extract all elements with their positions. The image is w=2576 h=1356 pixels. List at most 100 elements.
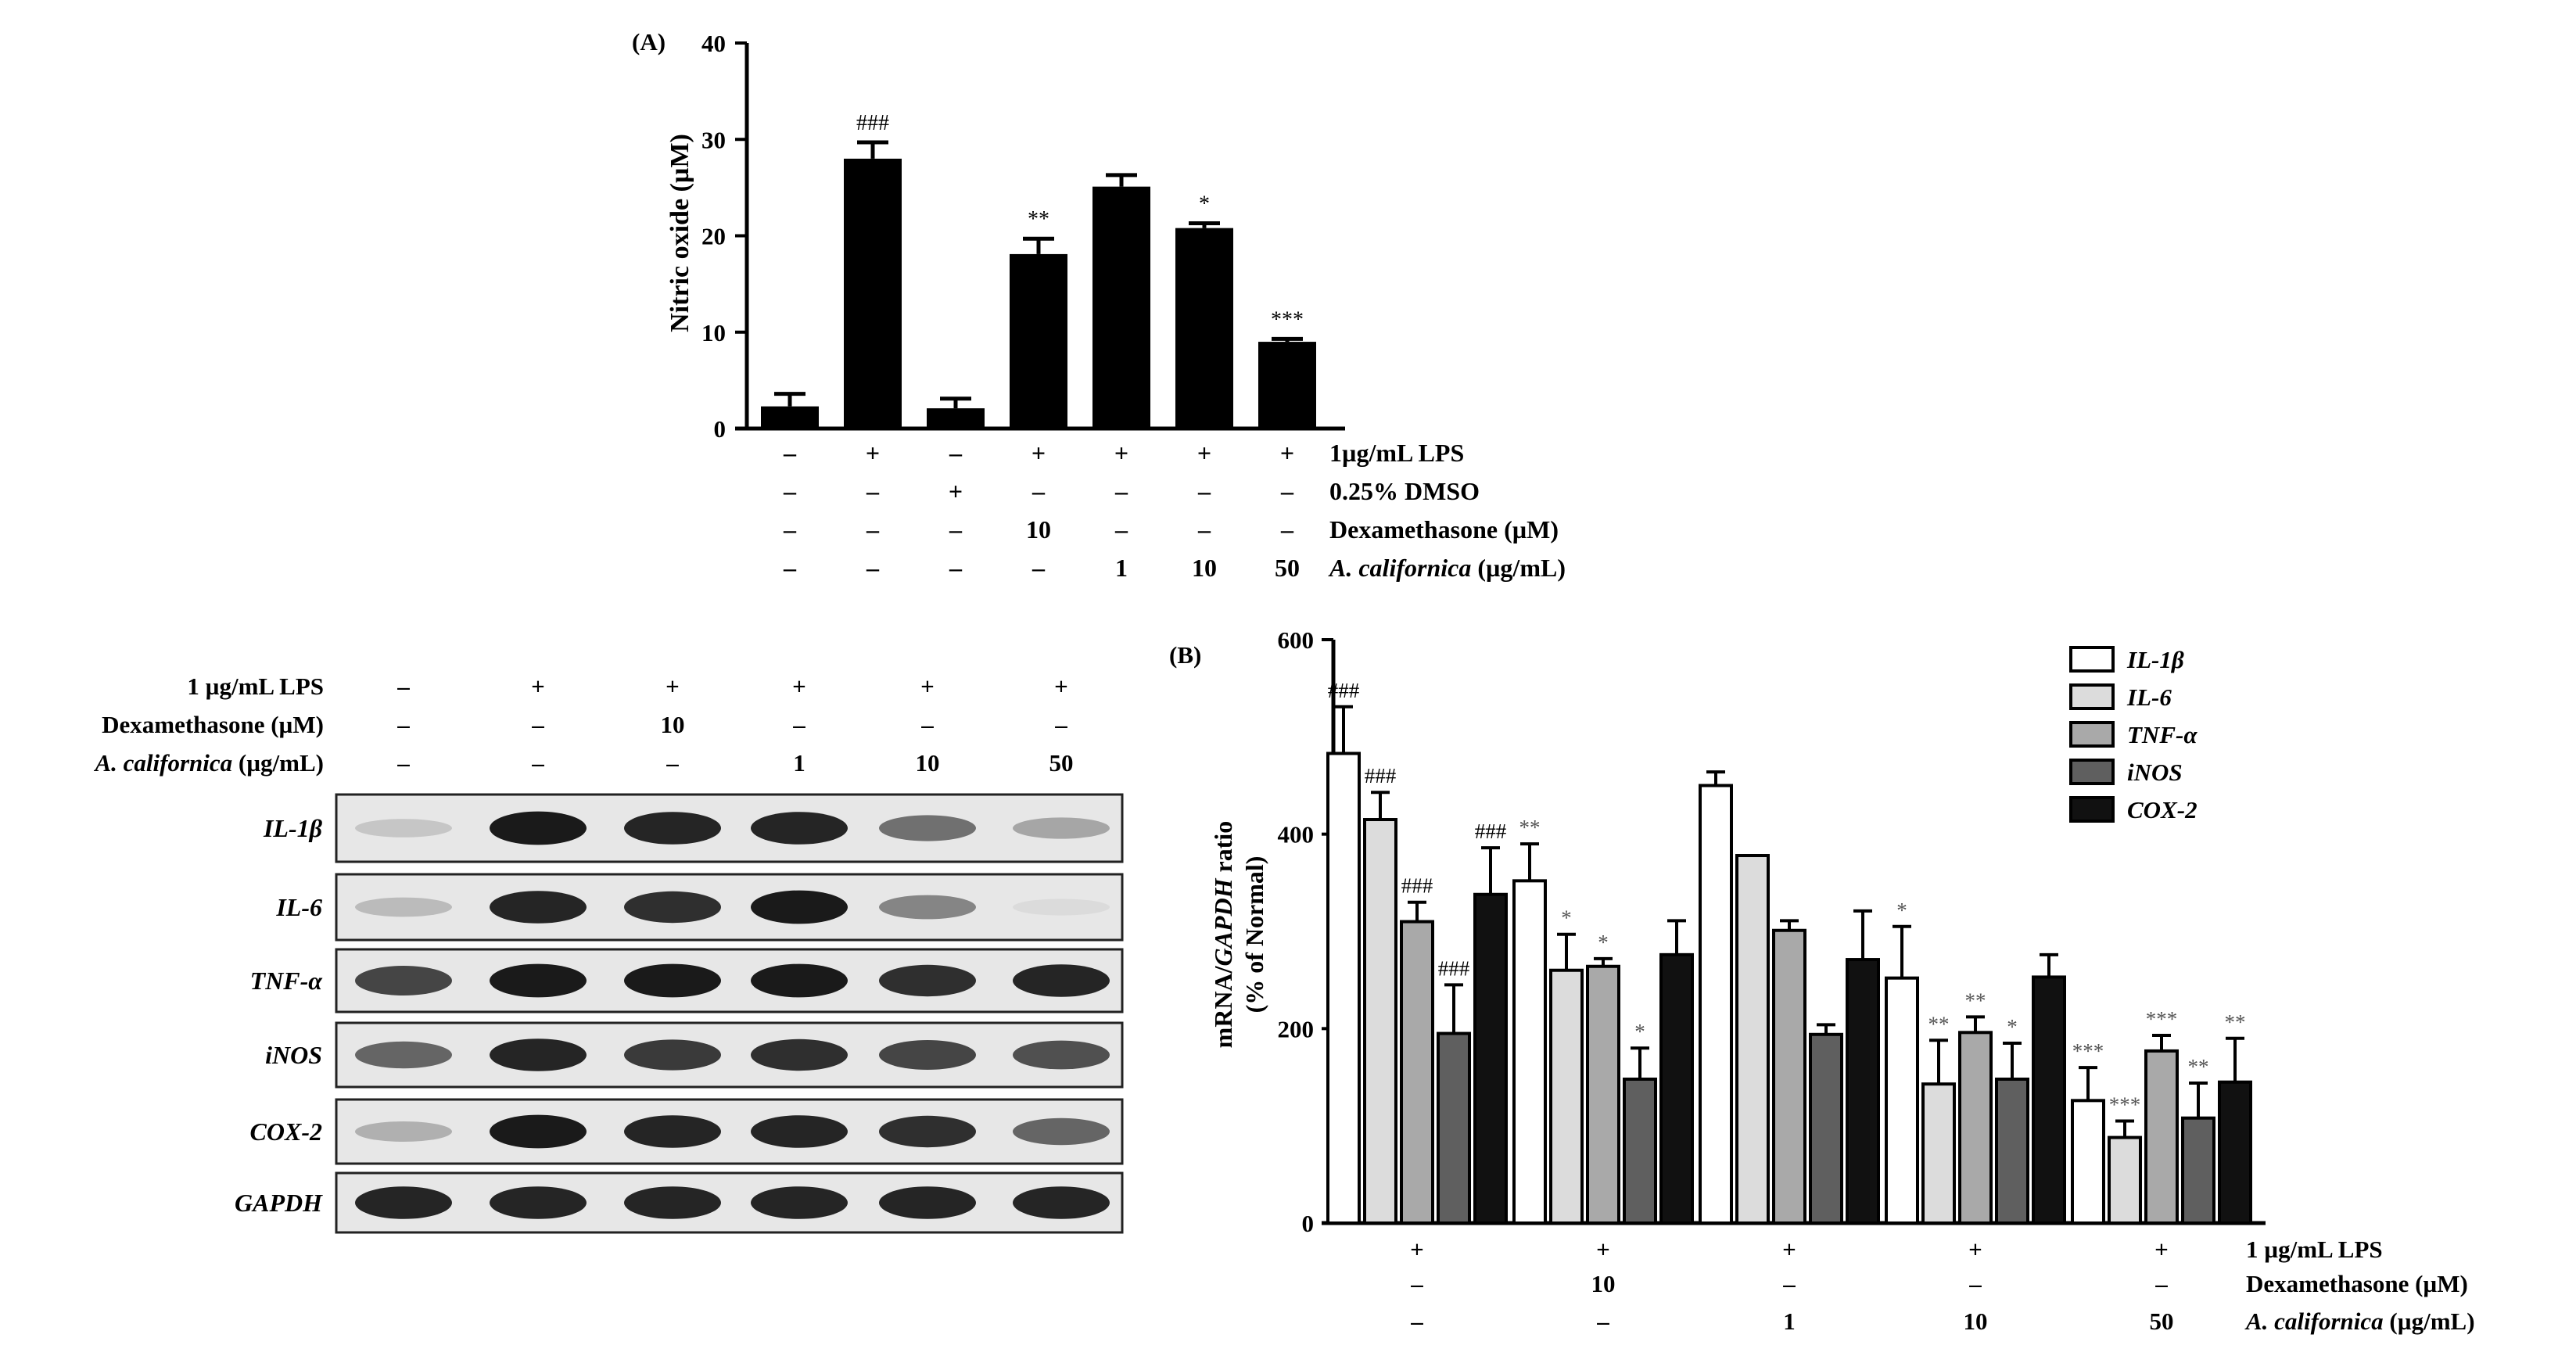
panel-b-condition-cell: +: [1968, 1236, 1982, 1263]
gel-condition-cell: –: [666, 749, 679, 777]
gel-gene-label: GAPDH: [235, 1189, 323, 1217]
panel-b-y-tick-label: 600: [1278, 626, 1315, 654]
panel-b-condition-table: + + + + +1 µg/mL LPS – 10 – – – Dexamethasone (µM)…: [1410, 1236, 2474, 1335]
panel-b-bar: [1772, 928, 1806, 1225]
panel-b-significance: ***: [2072, 1039, 2104, 1063]
legend-swatch: [2069, 796, 2115, 823]
gel-strip: [335, 948, 1124, 1013]
panel-a-bars: ###******: [761, 111, 1316, 429]
panel-a-condition-cell: 10: [1026, 515, 1051, 543]
panel-a-significance: ***: [1271, 307, 1304, 332]
panel-b-condition-cell: –: [2154, 1270, 2168, 1297]
gel-band: [624, 1115, 721, 1148]
panel-a-significance: *: [1199, 192, 1210, 216]
panel-b-bar: [1326, 752, 1361, 1225]
panel-a-label: (A): [632, 28, 666, 56]
panel-a-bar: [1175, 228, 1233, 429]
panel-a-condition-cell: –: [783, 554, 797, 582]
panel-a-y-tick-label: 20: [701, 223, 726, 250]
gel-rows: IL-1β IL-6 TNF-α iNOS COX-2 GAPDH: [235, 793, 1124, 1234]
panel-a-significance: **: [1028, 207, 1049, 231]
gel-band: [879, 1040, 976, 1070]
gel-band: [624, 1039, 721, 1071]
panel-a-condition-cell: –: [866, 515, 880, 543]
panel-a-y-axis-label: Nitric oxide (µM): [666, 134, 694, 332]
gel-condition-cell: –: [396, 711, 410, 738]
panel-a-condition-cell: +: [949, 477, 963, 505]
panel-b-bar: [2071, 1099, 2105, 1225]
panel-b-significance: **: [2225, 1010, 2246, 1034]
gel-band: [751, 963, 848, 998]
panel-b-condition-label: 1 µg/mL LPS: [2246, 1236, 2383, 1263]
gel-condition-label: Dexamethasone (µM): [102, 711, 324, 738]
panel-b-bar: [1473, 892, 1508, 1225]
panel-a-y-tick-label: 30: [701, 126, 726, 153]
panel-b-bar: [1437, 1031, 1471, 1225]
gel-band: [1013, 1117, 1110, 1146]
panel-b-bar: [1549, 968, 1584, 1225]
panel-a-condition-cell: –: [1197, 515, 1211, 543]
gel-band: [751, 812, 848, 845]
panel-b-significance: ***: [2146, 1007, 2178, 1031]
panel-b-bar: [1735, 854, 1770, 1225]
legend-swatch: [2069, 683, 2115, 710]
panel-a-condition-cell: 10: [1192, 554, 1217, 582]
panel-a-condition-cell: –: [1114, 477, 1128, 505]
gel-condition-cell: –: [531, 749, 544, 777]
panel-a-bar: [844, 158, 902, 429]
panel-b-bars: ###******###******###******###* ***###**: [1326, 679, 2252, 1225]
gel-strip: [335, 1171, 1124, 1234]
panel-a-condition-cell: –: [783, 515, 797, 543]
panel-b-condition-cell: –: [1968, 1270, 1982, 1297]
gel-condition-cell: 10: [916, 749, 940, 777]
panel-a-bar: [1092, 186, 1150, 429]
panel-a-condition-table: – + – + + + +1µg/mL LPS – – + – – – – 0.25% DMSO – – – 10 –…: [783, 439, 1566, 582]
gel-band: [1013, 964, 1110, 997]
legend-label: iNOS: [2127, 759, 2183, 786]
panel-b-bar: [1586, 964, 1620, 1225]
gel-condition-cell: –: [396, 749, 410, 777]
legend-label: TNF-α: [2127, 721, 2197, 748]
panel-a-condition-cell: +: [1280, 439, 1294, 467]
panel-b-condition-cell: +: [2154, 1236, 2169, 1263]
panel-b-condition-cell: –: [1410, 1270, 1423, 1297]
panel-a-condition-cell: –: [949, 554, 963, 582]
panel-b-bar: [1659, 952, 1694, 1225]
panel-b-bar: [1809, 1032, 1843, 1225]
panel-a-condition-cell: –: [1031, 477, 1046, 505]
panel-a-bar: [761, 406, 819, 429]
gel-band: [879, 815, 976, 841]
panel-b-significance: **: [1965, 988, 1986, 1012]
panel-b-significance: ###: [1475, 820, 1507, 843]
panel-b-bar: [2108, 1135, 2142, 1225]
panel-b-significance: ###: [1328, 679, 1360, 702]
gel-panel: 1 µg/mL LPS – + + + + + Dexamethasone (µM) – – 10 –…: [93, 673, 1124, 1234]
legend-swatch: [2069, 646, 2115, 673]
gel-band: [355, 1186, 452, 1219]
panel-b-significance: ###: [1438, 956, 1470, 980]
panel-a-y-tick-label: 10: [701, 319, 726, 346]
gel-gene-label: TNF-α: [250, 967, 324, 995]
panel-b-bar: [2218, 1080, 2252, 1225]
gel-condition-cell: +: [666, 673, 680, 700]
panel-a-condition-cell: –: [1114, 515, 1128, 543]
gel-band: [751, 1115, 848, 1148]
panel-b-condition-cell: 10: [1591, 1270, 1616, 1297]
panel-b-bar: [1623, 1077, 1657, 1225]
panel-a-y-ticks: 0 10 20 30 40: [701, 30, 747, 443]
panel-b-legend: IL-1β IL-6 TNF-α iNOS COX-2: [2069, 646, 2197, 823]
panel-a-condition-label: 0.25% DMSO: [1329, 477, 1480, 505]
panel-a-condition-cell: –: [1280, 515, 1294, 543]
panel-b-condition-cell: –: [1410, 1308, 1423, 1335]
panel-b-condition-cell: 50: [2150, 1308, 2174, 1335]
panel-a-condition-cell: +: [1031, 439, 1046, 467]
gel-band: [624, 891, 721, 924]
panel-b: (B) mRNA/GAPDH ratio (% of Normal) 0 200 4…: [1169, 626, 2475, 1335]
panel-a-condition-cell: 50: [1275, 554, 1300, 582]
gel-band: [624, 812, 721, 845]
panel-a-condition-cell: +: [1114, 439, 1128, 467]
panel-b-bar: [2032, 975, 2066, 1225]
gel-gene-label: IL-1β: [263, 814, 323, 842]
